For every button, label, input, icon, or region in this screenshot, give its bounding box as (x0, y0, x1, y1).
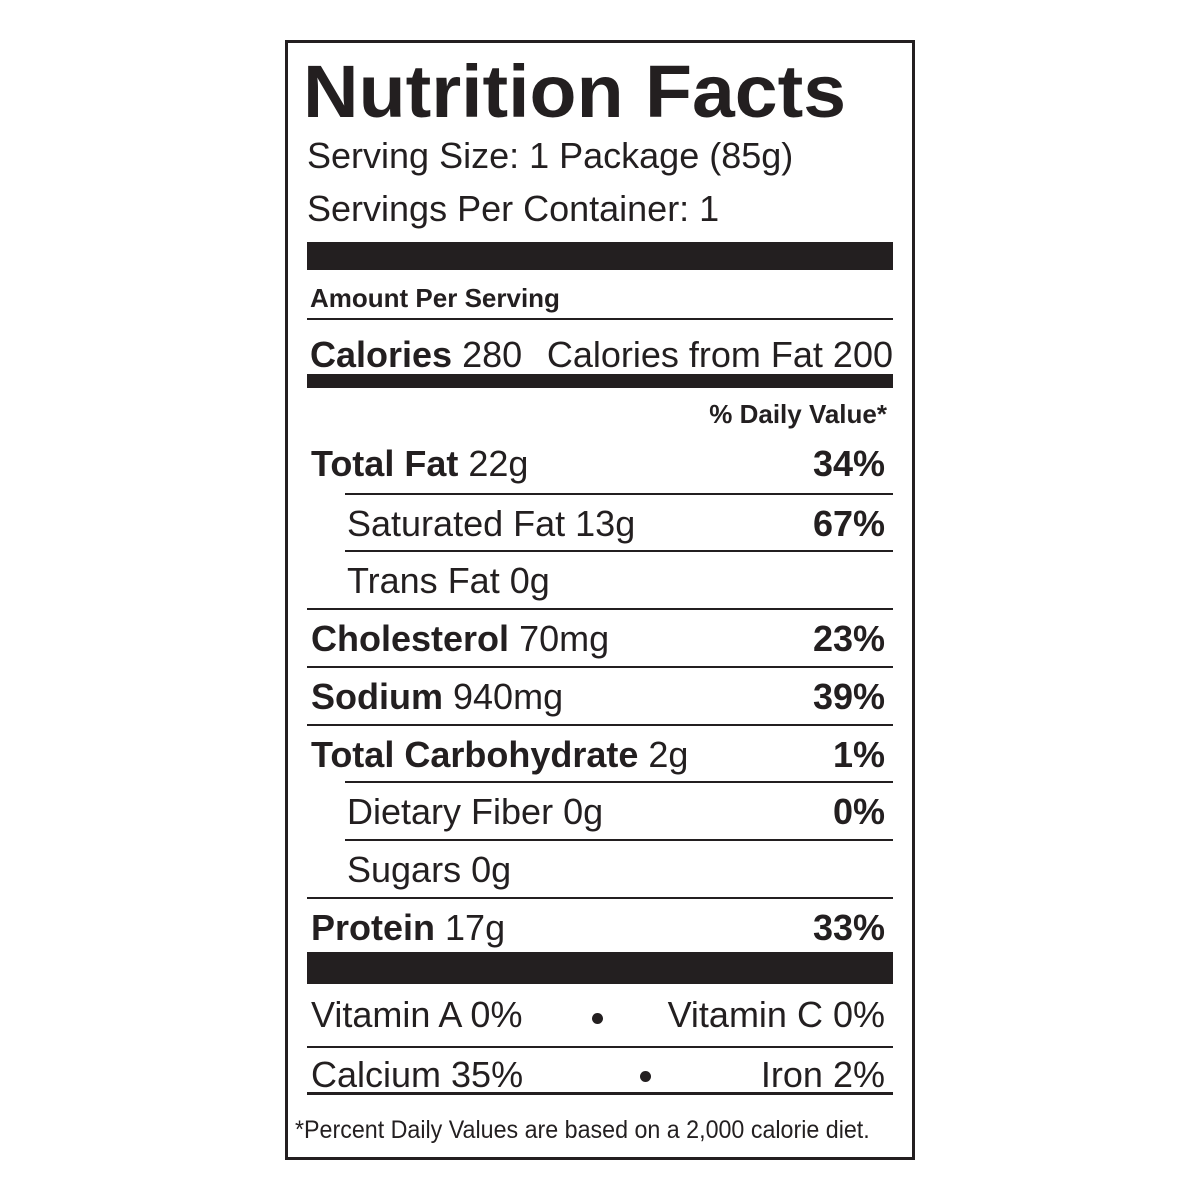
nutrient-row: Saturated Fat 13g 67% (345, 492, 893, 551)
nutrient-name: Trans Fat (347, 560, 500, 602)
nutrient-label: Saturated Fat 13g (345, 503, 635, 544)
thick-rule (307, 242, 893, 270)
nutrient-amount: 13g (575, 502, 636, 544)
nutrient-row: Total Carbohydrate 2g 1% (307, 723, 893, 782)
nutrient-label: Sugars 0g (345, 849, 511, 890)
daily-value: 0% (832, 791, 885, 833)
nutrient-row: Sodium 940mg 39% (307, 665, 893, 724)
nutrient-label: Cholesterol 70mg (307, 618, 609, 659)
rule (307, 1092, 893, 1095)
vitamin-row: Calcium 35% Iron 2% (307, 1046, 893, 1100)
vitamin-right: Iron 2% (760, 1054, 885, 1095)
nutrient-label: Total Carbohydrate 2g (307, 734, 688, 775)
nutrient-row: Trans Fat 0g (345, 550, 893, 608)
nutrient-amount: 0g (563, 791, 604, 833)
nutrition-label (285, 40, 915, 1160)
daily-value: 34% (812, 443, 885, 484)
nutrient-amount: 2g (648, 733, 689, 775)
daily-value: 67% (812, 502, 885, 544)
daily-value: 23% (812, 618, 885, 660)
nutrient-row: Protein 17g 33% (307, 896, 893, 955)
vitamin-row: Vitamin A 0% Vitamin C 0% (307, 988, 893, 1042)
calories-value: 280 (462, 334, 523, 375)
nutrient-amount: 0g (509, 560, 550, 602)
calories-label: Calories (310, 334, 453, 375)
nutrient-name: Cholesterol (311, 618, 510, 660)
nutrient-label: Protein 17g (307, 907, 505, 948)
nutrient-label: Trans Fat 0g (345, 560, 550, 601)
nutrient-amount: 17g (445, 906, 506, 948)
serving-size: Serving Size: 1 Package (85g) (307, 135, 794, 176)
amount-per-serving: Amount Per Serving (310, 283, 560, 313)
nutrient-row: Total Fat 22g 34% (307, 435, 893, 493)
nutrient-row: Cholesterol 70mg 23% (307, 608, 893, 666)
nutrient-name: Protein (311, 906, 436, 948)
daily-value: 39% (812, 675, 885, 717)
bullet (640, 1071, 651, 1082)
daily-value-header: % Daily Value* (709, 399, 887, 429)
daily-value: 33% (812, 906, 885, 948)
medium-rule (307, 374, 893, 388)
vitamin-right: Vitamin C 0% (667, 994, 885, 1035)
vitamin-left: Calcium 35% (311, 1054, 524, 1095)
calories-row: Calories 280 Calories from Fat 200 (310, 333, 893, 377)
rule (307, 318, 893, 320)
nutrient-name: Sugars (347, 848, 462, 890)
nutrient-label: Dietary Fiber 0g (345, 791, 603, 832)
thick-rule (307, 952, 893, 984)
servings-per-container: Servings Per Container: 1 (307, 188, 720, 229)
vitamin-left: Vitamin A 0% (311, 994, 523, 1035)
nutrient-amount: 0g (471, 848, 512, 890)
daily-value: 1% (832, 733, 885, 775)
nutrient-label: Total Fat 22g (307, 443, 528, 484)
nutrient-row: Dietary Fiber 0g 0% (345, 781, 893, 839)
nutrient-amount: 940mg (453, 675, 564, 717)
nutrient-name: Total Carbohydrate (311, 733, 639, 775)
calories-from-fat: Calories from Fat 200 (546, 334, 893, 375)
bullet (592, 1013, 603, 1024)
nutrient-amount: 70mg (519, 618, 610, 660)
nutrient-row: Sugars 0g (345, 838, 893, 897)
nutrient-name: Total Fat (311, 443, 459, 484)
nutrient-name: Dietary Fiber (347, 791, 554, 833)
title: Nutrition Facts (303, 50, 847, 133)
nutrient-amount: 22g (468, 443, 529, 484)
nutrient-label: Sodium 940mg (307, 676, 563, 717)
footnote: *Percent Daily Values are based on a 2,0… (295, 1116, 870, 1144)
nutrient-name: Sodium (311, 675, 443, 717)
nutrient-name: Saturated Fat (347, 502, 566, 544)
